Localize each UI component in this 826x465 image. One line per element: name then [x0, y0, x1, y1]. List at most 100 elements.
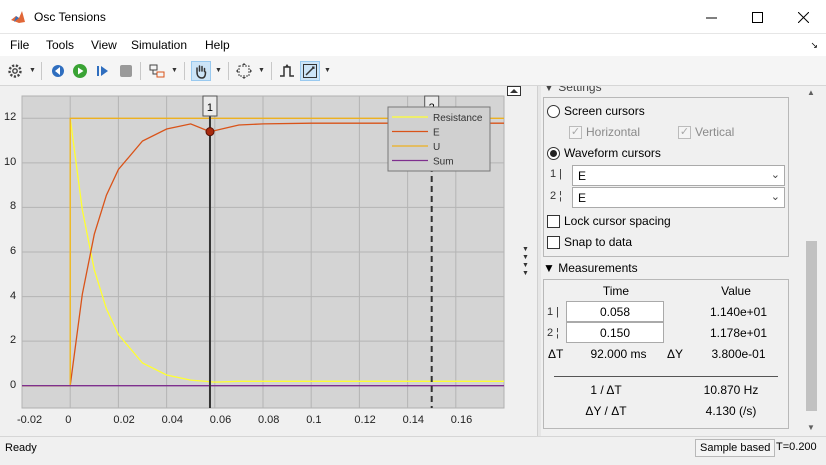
undock-axes-icon[interactable]	[507, 86, 521, 96]
menu-tools[interactable]: Tools	[46, 38, 75, 52]
series-line-resistance	[22, 118, 504, 387]
scroll-down-icon[interactable]: ▼	[807, 423, 815, 432]
x-tick-label: 0.04	[161, 414, 184, 426]
cursor2-signal-select[interactable]: E ⌄	[572, 187, 785, 208]
step-forward-button[interactable]	[93, 61, 113, 81]
menu-view[interactable]: View	[91, 38, 117, 52]
measurements-header[interactable]: ▼ Measurements	[543, 261, 638, 275]
settings-header[interactable]: ▼ Settings	[543, 86, 602, 94]
delta-t-value: 92.000 ms	[590, 347, 647, 361]
fit-to-view-button[interactable]	[234, 61, 254, 81]
fit-dropdown-icon[interactable]: ▼	[258, 67, 265, 74]
toolbar: ▼ ▼ ▼ ▼	[0, 56, 826, 86]
menu-help[interactable]: Help	[205, 38, 230, 52]
maximize-icon	[751, 11, 763, 23]
horizontal-checkbox[interactable]: ✓	[569, 126, 582, 139]
settings-dropdown-icon[interactable]: ▼	[29, 67, 36, 74]
measurement-divider	[554, 376, 778, 377]
minimize-button[interactable]	[688, 0, 734, 34]
step-back-icon	[52, 65, 64, 77]
trigger-icon	[280, 64, 294, 77]
step-back-button[interactable]	[48, 61, 68, 81]
y-tick-label: 6	[10, 245, 17, 257]
axes-expand-icon[interactable]: ▼ ▼ ▼ ▼	[522, 246, 529, 277]
status-ready: Ready	[5, 442, 37, 454]
y-tick-label: 4	[10, 289, 17, 302]
stop-icon	[120, 65, 132, 77]
cursor-measurement-icon	[303, 64, 317, 78]
vertical-checkbox[interactable]: ✓	[678, 126, 691, 139]
x-tick-label: -0.02	[17, 414, 43, 426]
menu-simulation[interactable]: Simulation	[131, 38, 188, 52]
measurements-dropdown-icon[interactable]: ▼	[324, 67, 331, 74]
x-tick-label: 0.06	[209, 414, 232, 426]
scroll-up-icon[interactable]: ▲	[807, 88, 815, 97]
legend-label: E	[433, 128, 440, 139]
pan-dropdown-icon[interactable]: ▼	[215, 67, 222, 74]
cursor1-time-value: 0.058	[599, 305, 631, 319]
hand-pan-icon	[196, 65, 207, 79]
status-bar: Ready Sample based T=0.200	[0, 436, 826, 458]
toolbar-separator	[140, 62, 141, 80]
maximize-button[interactable]	[734, 0, 780, 34]
waveform-cursors-label: Waveform cursors	[564, 146, 661, 160]
vertical-label: Vertical	[695, 125, 735, 139]
cursor-measurements-button[interactable]	[300, 61, 320, 81]
highlight-dropdown-icon[interactable]: ▼	[171, 67, 178, 74]
cursor2-time-field[interactable]: 0.150	[566, 322, 664, 343]
stop-button[interactable]	[116, 61, 136, 81]
pan-button[interactable]	[191, 61, 211, 81]
x-tick-label: 0.02	[113, 414, 135, 426]
screen-cursors-radio[interactable]	[547, 105, 560, 118]
close-button[interactable]	[780, 0, 826, 34]
toolbar-separator	[228, 62, 229, 80]
toolbar-separator	[184, 62, 185, 80]
x-tick-label: 0.14	[402, 414, 425, 426]
panel-scrollbar[interactable]: ▲ ▼	[803, 86, 820, 436]
cursor1-time-field[interactable]: 0.058	[566, 301, 664, 322]
triggers-button[interactable]	[277, 61, 297, 81]
lock-cursor-spacing-label: Lock cursor spacing	[564, 214, 671, 228]
legend-label: Resistance	[433, 113, 483, 124]
panel-splitter[interactable]	[537, 86, 541, 436]
legend: Resistance EU Sum	[387, 106, 491, 172]
snap-to-data-checkbox[interactable]	[547, 236, 560, 249]
delta-t-label: ΔT	[548, 347, 564, 361]
value-column-header: Value	[721, 284, 751, 298]
lock-cursor-spacing-checkbox[interactable]	[547, 215, 560, 228]
slope-value: 4.130 (/s)	[705, 404, 757, 418]
cursor-1-handle[interactable]	[202, 95, 218, 117]
screen-cursors-label: Screen cursors	[564, 104, 645, 118]
gear-icon	[8, 64, 22, 78]
cursor2-signal-value: E	[578, 191, 587, 205]
x-tick-label: 0.16	[450, 414, 473, 426]
snap-to-data-label: Snap to data	[564, 235, 633, 249]
highlight-block-button[interactable]	[147, 61, 167, 81]
waveform-cursors-radio[interactable]	[547, 147, 560, 160]
sample-mode-indicator: Sample based	[695, 439, 776, 457]
cursor1-signal-value: E	[578, 169, 587, 183]
play-icon	[73, 64, 87, 78]
signal-lines	[22, 117, 504, 387]
run-button[interactable]	[70, 61, 90, 81]
delta-y-label: ΔY	[667, 347, 684, 361]
window-title: Osc Tensions	[34, 10, 106, 24]
settings-button[interactable]	[5, 61, 25, 81]
cursor1-signal-select[interactable]: E ⌄	[572, 165, 785, 186]
step-forward-icon	[97, 66, 108, 76]
horizontal-label: Horizontal	[586, 125, 641, 139]
y-tick-label: 12	[4, 111, 17, 124]
menu-bar: File Tools View Simulation Help ↘	[0, 34, 826, 56]
fit-to-view-icon	[236, 63, 252, 79]
undock-icon[interactable]: ↘	[810, 40, 818, 50]
scrollbar-thumb[interactable]	[806, 241, 817, 411]
slope-label: ΔY / ΔT	[585, 404, 627, 418]
cursor2-row-label: 2 ¦	[550, 190, 563, 202]
close-icon	[797, 11, 809, 23]
cursor1-value: 1.140e+01	[709, 305, 768, 319]
title-bar: Osc Tensions	[0, 0, 826, 34]
menu-file[interactable]: File	[10, 38, 30, 52]
cursor2-time-value: 0.150	[599, 326, 631, 340]
